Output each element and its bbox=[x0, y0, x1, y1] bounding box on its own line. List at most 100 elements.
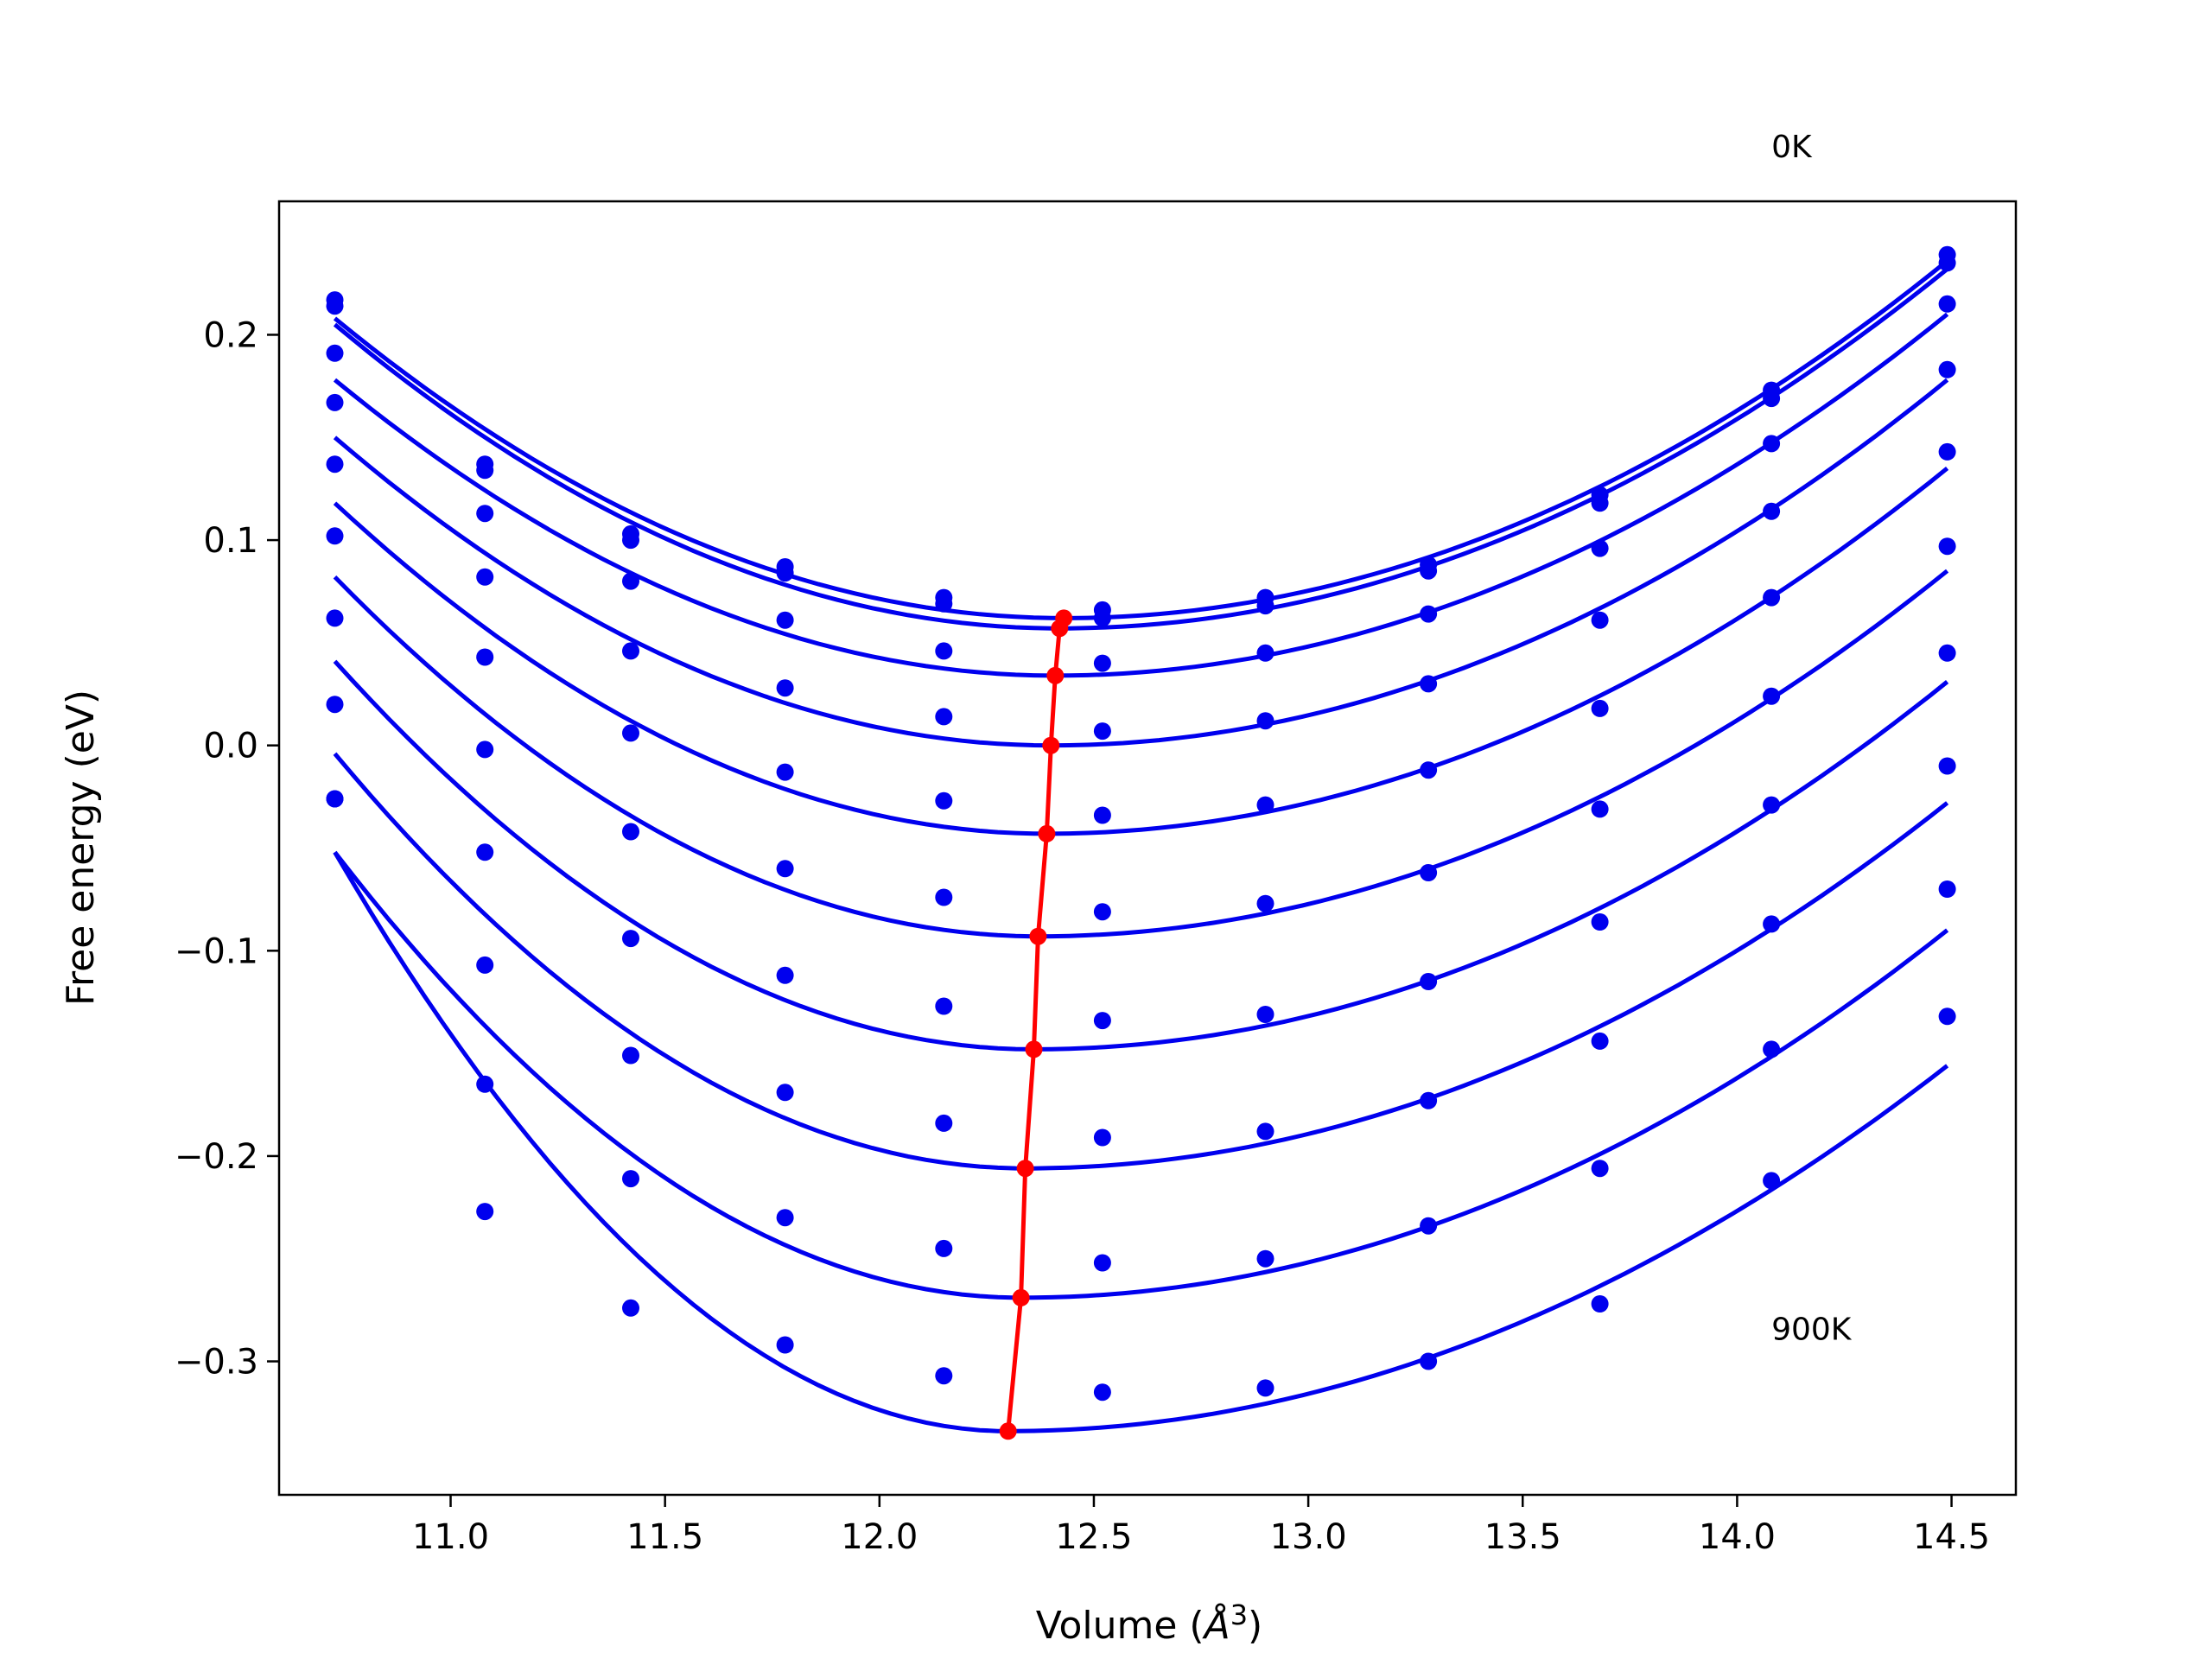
data-point-3-10 bbox=[1938, 360, 1956, 378]
data-point-1-5 bbox=[1093, 609, 1111, 627]
data-point-6-0 bbox=[326, 609, 344, 627]
data-point-2-4 bbox=[935, 642, 953, 660]
data-point-8-9 bbox=[1763, 1040, 1781, 1058]
data-point-1-10 bbox=[1938, 254, 1956, 272]
data-point-9-4 bbox=[935, 1367, 953, 1385]
data-point-8-10 bbox=[1938, 880, 1956, 898]
data-point-8-3 bbox=[776, 1209, 794, 1227]
minimum-point-4 bbox=[1038, 824, 1056, 842]
x-tick-label-7: 14.5 bbox=[1913, 1517, 1990, 1557]
data-point-7-3 bbox=[776, 1084, 794, 1102]
data-point-1-1 bbox=[476, 461, 494, 480]
x-tick-label-5: 13.5 bbox=[1484, 1517, 1561, 1557]
fit-curve-6 bbox=[333, 659, 1949, 1052]
fit-curve-1 bbox=[333, 267, 1949, 631]
data-point-7-9 bbox=[1763, 915, 1781, 933]
data-point-5-0 bbox=[326, 527, 344, 545]
data-point-3-8 bbox=[1591, 611, 1609, 629]
data-point-2-5 bbox=[1093, 654, 1111, 672]
data-point-8-7 bbox=[1420, 1217, 1438, 1235]
x-tick-label-6: 14.0 bbox=[1699, 1517, 1776, 1557]
data-point-8-8 bbox=[1591, 1160, 1609, 1178]
data-point-6-5 bbox=[1093, 1012, 1111, 1030]
data-point-5-3 bbox=[776, 860, 794, 878]
minimum-path bbox=[999, 609, 1073, 1440]
data-point-5-7 bbox=[1420, 864, 1438, 881]
plot-frame bbox=[277, 200, 2018, 1497]
data-point-9-10 bbox=[1938, 1007, 1956, 1026]
data-point-1-2 bbox=[622, 531, 639, 550]
data-point-1-0 bbox=[326, 297, 344, 315]
minimum-point-8 bbox=[1012, 1288, 1030, 1306]
data-point-7-10 bbox=[1938, 757, 1956, 775]
data-point-9-1 bbox=[476, 1203, 494, 1221]
data-point-4-10 bbox=[1938, 442, 1956, 461]
fit-curve-8 bbox=[333, 850, 1949, 1300]
data-point-3-6 bbox=[1256, 712, 1274, 730]
fit-curve-0 bbox=[333, 258, 1949, 620]
data-point-6-3 bbox=[776, 966, 794, 984]
data-point-9-9 bbox=[1763, 1172, 1781, 1190]
fit-curves bbox=[333, 258, 1949, 1433]
x-tick-label-0: 11.0 bbox=[412, 1517, 489, 1557]
data-point-7-1 bbox=[476, 956, 494, 974]
data-point-1-9 bbox=[1763, 390, 1781, 408]
minimum-point-2 bbox=[1046, 666, 1065, 684]
data-point-3-4 bbox=[935, 708, 953, 726]
data-point-8-6 bbox=[1256, 1249, 1274, 1268]
y-axis-ticks: 0.2 0.1 0.0 −0.1 −0.2 −0.3 bbox=[175, 315, 279, 1382]
data-point-2-10 bbox=[1938, 295, 1956, 313]
annotation-0k: 0K bbox=[1771, 130, 1813, 165]
data-point-3-9 bbox=[1763, 502, 1781, 520]
fit-curve-9 bbox=[333, 851, 1949, 1433]
y-tick-label-4: −0.2 bbox=[175, 1137, 258, 1177]
data-point-5-4 bbox=[935, 888, 953, 906]
data-point-7-8 bbox=[1591, 1032, 1609, 1050]
data-point-2-2 bbox=[622, 572, 639, 590]
data-point-8-5 bbox=[1093, 1254, 1111, 1272]
data-point-3-3 bbox=[776, 679, 794, 697]
data-point-4-0 bbox=[326, 455, 344, 474]
annotation-900k: 900K bbox=[1771, 1313, 1853, 1348]
data-point-9-5 bbox=[1093, 1383, 1111, 1402]
data-point-6-2 bbox=[622, 930, 639, 948]
data-point-7-2 bbox=[622, 1046, 639, 1065]
data-point-2-7 bbox=[1420, 605, 1438, 623]
data-point-6-7 bbox=[1420, 973, 1438, 990]
x-tick-label-2: 12.0 bbox=[841, 1517, 918, 1557]
fit-curve-5 bbox=[333, 569, 1949, 939]
fit-curve-4 bbox=[333, 466, 1949, 836]
minimum-point-1 bbox=[1051, 620, 1069, 638]
data-point-4-1 bbox=[476, 648, 494, 666]
y-tick-label-3: −0.1 bbox=[175, 931, 258, 971]
data-point-1-3 bbox=[776, 564, 794, 582]
data-point-3-1 bbox=[476, 568, 494, 586]
data-point-6-4 bbox=[935, 997, 953, 1015]
data-point-2-8 bbox=[1591, 539, 1609, 557]
data-point-5-9 bbox=[1763, 687, 1781, 705]
minimum-point-7 bbox=[1016, 1160, 1034, 1178]
data-point-3-5 bbox=[1093, 722, 1111, 741]
data-point-7-6 bbox=[1256, 1122, 1274, 1141]
y-tick-label-2: 0.0 bbox=[203, 727, 258, 766]
data-point-4-3 bbox=[776, 763, 794, 781]
x-axis-unit: Å bbox=[1202, 1602, 1230, 1648]
data-point-5-2 bbox=[622, 823, 639, 841]
data-point-5-5 bbox=[1093, 903, 1111, 921]
data-point-4-6 bbox=[1256, 796, 1274, 814]
data-point-4-9 bbox=[1763, 588, 1781, 607]
data-point-5-10 bbox=[1938, 537, 1956, 556]
x-axis-unit-exponent: 3 bbox=[1230, 1599, 1248, 1631]
data-point-2-1 bbox=[476, 505, 494, 523]
data-point-9-8 bbox=[1591, 1295, 1609, 1313]
data-point-4-8 bbox=[1591, 699, 1609, 717]
data-point-2-0 bbox=[326, 344, 344, 362]
data-point-6-10 bbox=[1938, 644, 1956, 662]
data-point-9-3 bbox=[776, 1336, 794, 1354]
data-point-6-8 bbox=[1591, 913, 1609, 931]
data-point-3-0 bbox=[326, 393, 344, 411]
data-point-3-2 bbox=[622, 642, 639, 660]
data-point-1-7 bbox=[1420, 562, 1438, 580]
fit-curve-3 bbox=[333, 378, 1949, 748]
data-point-5-6 bbox=[1256, 894, 1274, 912]
